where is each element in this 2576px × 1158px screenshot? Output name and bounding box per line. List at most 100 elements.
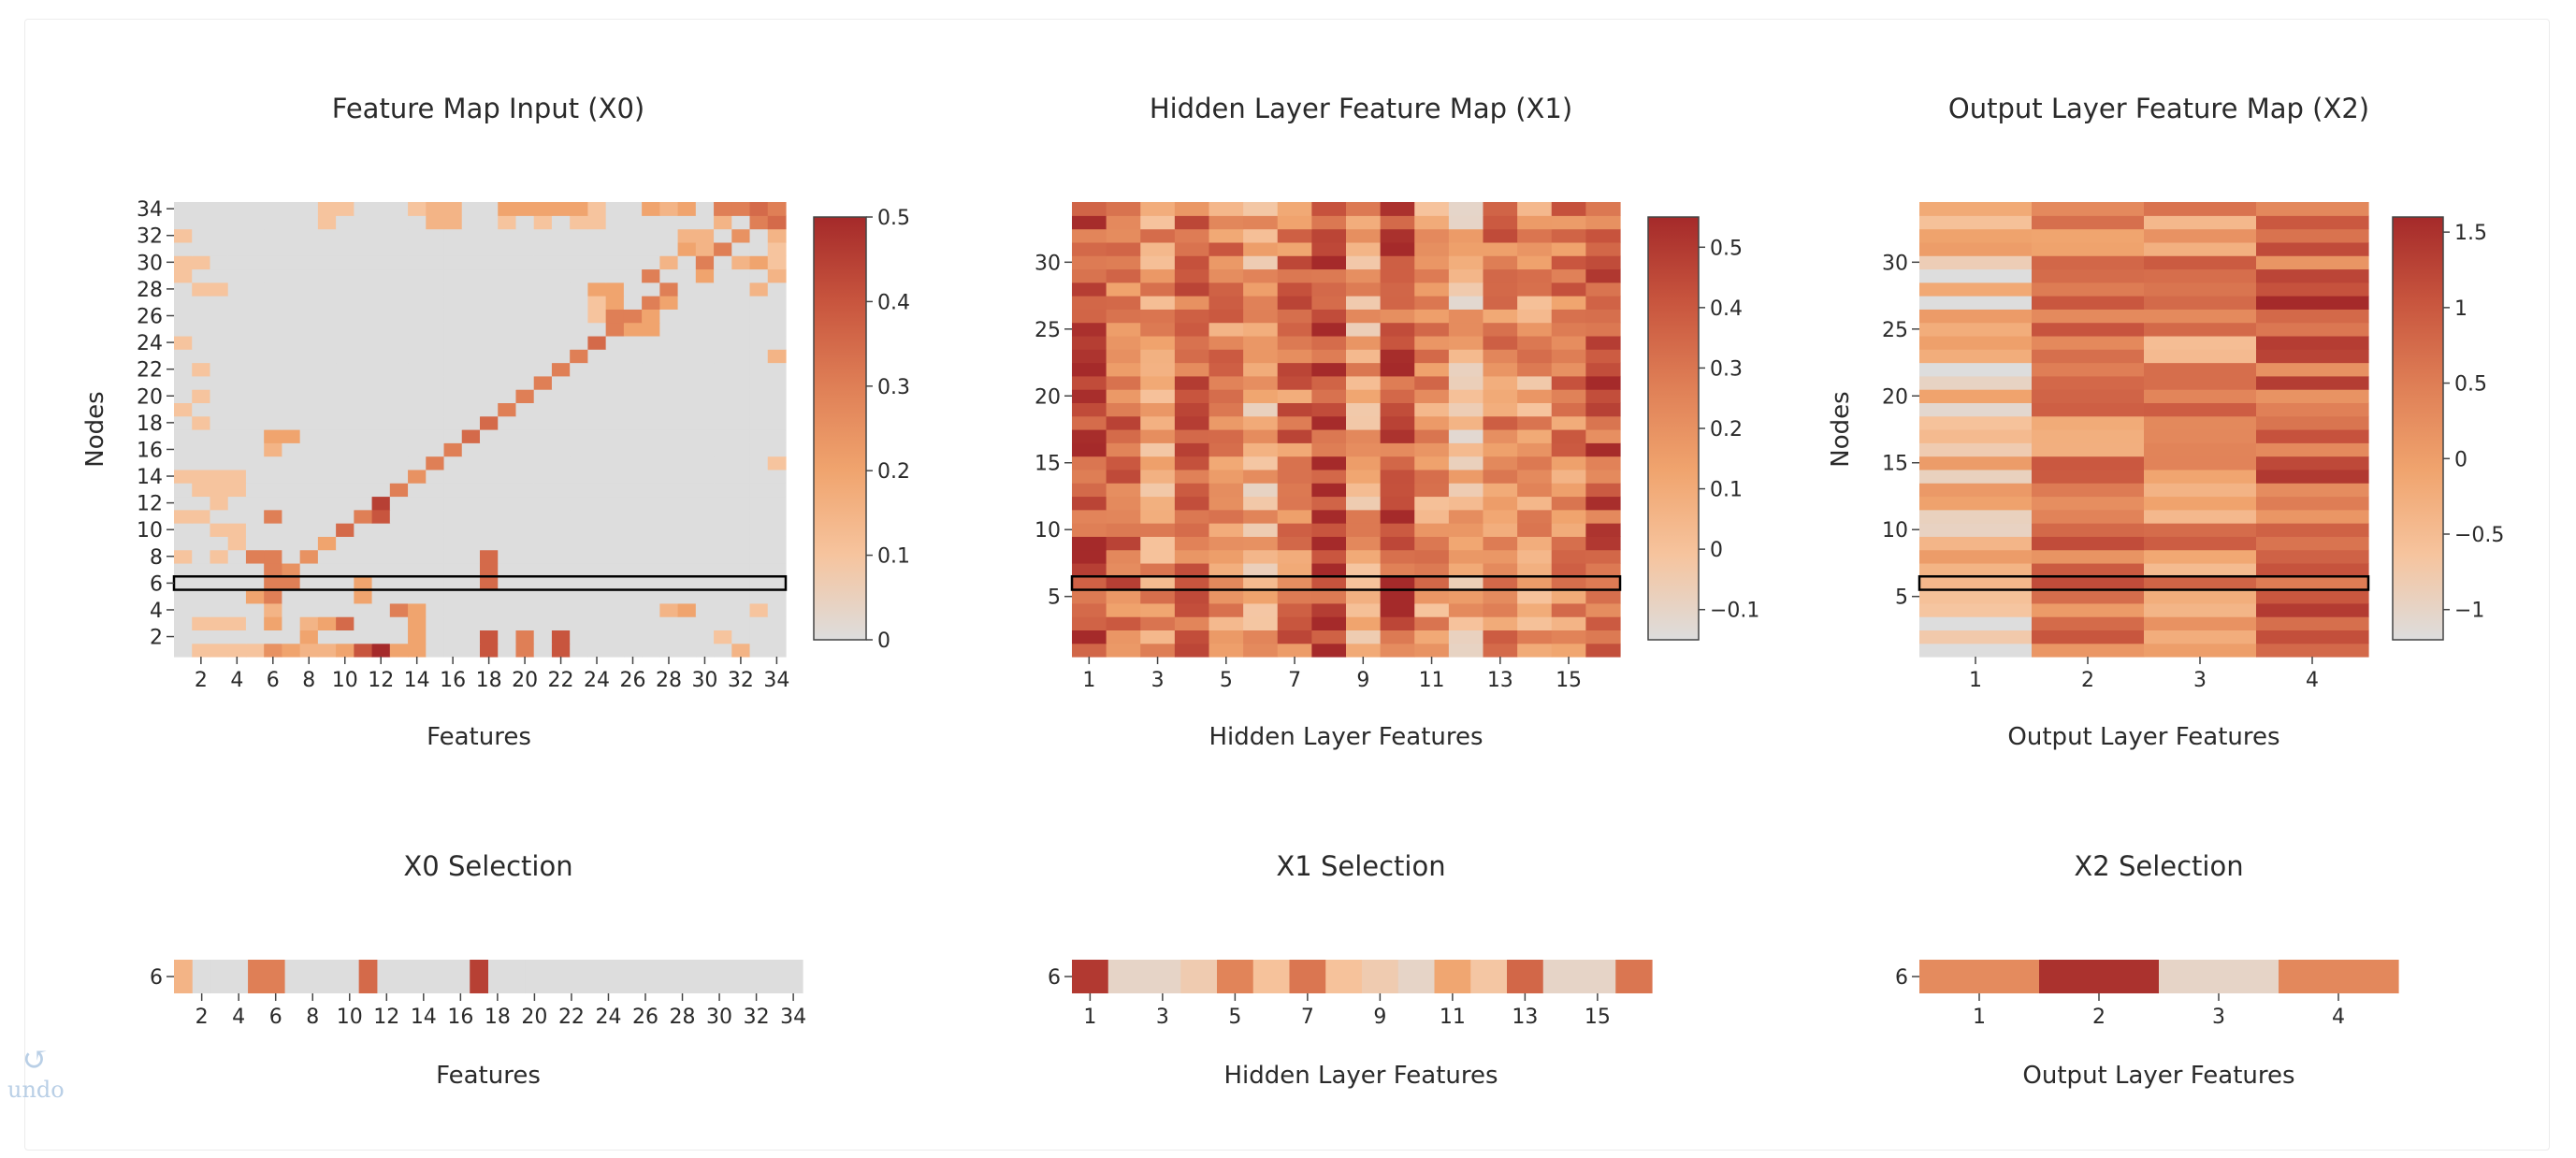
x0-cell (480, 523, 499, 537)
x1-cell (1380, 442, 1415, 457)
x0-cell (408, 562, 427, 577)
x2-cell (2144, 241, 2257, 256)
x2-cell (2144, 202, 2257, 216)
x0-cell (551, 375, 571, 390)
x0-cell (461, 496, 481, 511)
x0-cell (587, 523, 607, 537)
x0-cell (245, 589, 265, 604)
x2-cell (2144, 523, 2257, 537)
x1-cell (1483, 589, 1518, 604)
x0-cell (227, 616, 247, 631)
x1-cell (1277, 643, 1312, 658)
x1-cell (1277, 616, 1312, 631)
x1-cell (1106, 296, 1141, 310)
x2-cell (2256, 349, 2369, 364)
x0-cell (336, 496, 355, 511)
x1-cell (1277, 496, 1312, 511)
x0-cell (623, 282, 643, 297)
x0-cell (389, 630, 409, 644)
x0-cell (642, 362, 660, 377)
x0-cell (605, 442, 625, 457)
x1sel-xtick-label: 3 (1156, 1006, 1169, 1029)
x1-cell (1517, 362, 1553, 377)
x0-cell (443, 255, 463, 270)
x1-cell (1106, 241, 1141, 256)
x0-cell (767, 241, 787, 256)
x0-cell (605, 483, 625, 498)
x0-cell (515, 296, 535, 310)
x2-colorbar (2392, 216, 2444, 641)
x0-cell (677, 562, 697, 577)
x0-cell (714, 562, 732, 577)
x1-cell (1448, 429, 1484, 443)
x1-ytick-label: 5 (1048, 586, 1061, 610)
x0-cell (695, 429, 715, 443)
x1-cell (1380, 228, 1415, 243)
x0-cell (443, 509, 463, 524)
x0-cell (731, 643, 751, 658)
x0-cell (551, 602, 571, 617)
x0-cell (443, 335, 463, 350)
x0-cell (408, 469, 427, 484)
x0-cell (749, 523, 769, 537)
x1-cell (1311, 375, 1347, 390)
x0-cell (210, 483, 229, 498)
x1-cell (1311, 202, 1347, 216)
x0-cell (264, 215, 283, 230)
x0-cell (426, 335, 445, 350)
x1-cell (1448, 536, 1484, 551)
x0-cell (336, 589, 355, 604)
x2-cell (2256, 322, 2369, 337)
x0-cell (210, 429, 229, 443)
x2-cell (1919, 202, 2033, 216)
x0-cell (749, 429, 769, 443)
x2-cell (2256, 549, 2369, 564)
x1-cell (1243, 335, 1279, 350)
x1-cell (1243, 255, 1279, 270)
x2-cell (2256, 202, 2369, 216)
x0-cell (515, 282, 535, 297)
x0-cell (443, 402, 463, 417)
x0-cell (623, 429, 643, 443)
x0-colorbar-tick-label: 0.5 (877, 207, 910, 230)
x0-cell (767, 389, 787, 404)
x0-cell (659, 589, 679, 604)
x1-cell (1072, 429, 1107, 443)
x2-cell (2032, 523, 2145, 537)
x0-cell (498, 442, 517, 457)
x1-cell (1414, 296, 1450, 310)
x0-cell (551, 509, 571, 524)
x0-cell (767, 576, 787, 591)
x0-cell (299, 616, 319, 631)
x0-cell (767, 523, 787, 537)
x0-cell (408, 255, 427, 270)
x1-cell (1517, 415, 1553, 430)
x2-colorbar-tick-label: −1 (2454, 600, 2484, 623)
x2-xtick-label: 2 (2081, 669, 2094, 692)
x2-cell (2256, 442, 2369, 457)
x1-cell (1311, 602, 1347, 617)
x0sel-ytick-label: 6 (150, 966, 163, 990)
x1-cell (1072, 562, 1107, 577)
x1-cell (1380, 215, 1415, 230)
x0-cell (570, 643, 589, 658)
x0-cell (498, 202, 517, 216)
x0-cell (515, 228, 535, 243)
x0-cell (767, 362, 787, 377)
x0-cell (677, 602, 697, 617)
x0-cell (264, 643, 283, 658)
x1-cell (1483, 576, 1518, 591)
x1-cell (1208, 322, 1244, 337)
x2-cell (2032, 375, 2145, 390)
x0-cell (498, 429, 517, 443)
x1-cell (1106, 415, 1141, 430)
x1-cell (1380, 523, 1415, 537)
x1-cell (1174, 496, 1210, 511)
x0-cell (264, 335, 283, 350)
x0-cell (192, 469, 211, 484)
x0-cell (299, 589, 319, 604)
undo-button[interactable]: ↺ undo (7, 1043, 65, 1108)
x0-cell (551, 282, 571, 297)
x0-cell (642, 255, 660, 270)
x1-cell (1414, 255, 1450, 270)
